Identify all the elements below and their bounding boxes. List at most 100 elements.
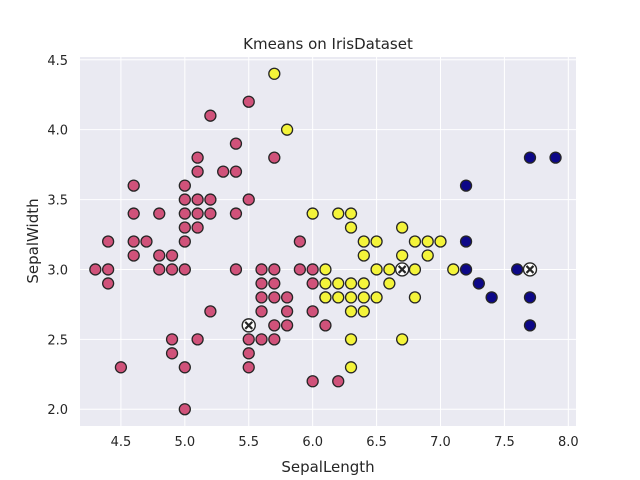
data-point-cluster-0 <box>89 263 102 276</box>
data-point-cluster-1 <box>332 291 345 304</box>
data-point-cluster-0 <box>280 305 294 318</box>
data-point-cluster-0 <box>306 305 319 318</box>
data-point-cluster-1 <box>395 221 409 234</box>
x-axis-label: SepalLength <box>281 458 374 476</box>
data-point-cluster-0 <box>242 361 255 374</box>
data-point-cluster-1 <box>357 235 370 248</box>
data-point-cluster-1 <box>357 249 370 262</box>
y-tick-label: 2.5 <box>47 333 68 348</box>
data-point-cluster-0 <box>204 109 217 122</box>
data-point-cluster-0 <box>242 333 255 346</box>
data-point-cluster-0 <box>101 277 115 290</box>
x-tick-label: 8.0 <box>558 435 579 450</box>
data-point-cluster-0 <box>242 95 255 108</box>
data-point-cluster-1 <box>370 263 383 276</box>
data-point-cluster-0 <box>306 375 319 388</box>
x-tick-label: 4.5 <box>111 435 132 450</box>
x-tick-label: 6.5 <box>366 435 387 450</box>
x-tick-label: 7.5 <box>494 435 515 450</box>
data-point-cluster-2 <box>523 291 537 304</box>
data-point-cluster-0 <box>178 179 191 192</box>
x-tick-labels: 4.5 5.0 5.5 6.0 6.5 7.0 7.5 8.0 <box>111 435 579 450</box>
data-point-cluster-0 <box>191 165 204 178</box>
data-point-cluster-0 <box>165 333 179 346</box>
data-point-cluster-0 <box>229 165 243 178</box>
data-point-cluster-0 <box>127 207 140 220</box>
centroids <box>241 262 538 333</box>
data-point-cluster-1 <box>408 291 422 304</box>
data-point-cluster-2 <box>459 179 473 192</box>
data-point-cluster-1 <box>421 249 434 262</box>
data-point-cluster-0 <box>101 263 115 276</box>
data-point-cluster-0 <box>306 263 319 276</box>
data-point-cluster-0 <box>268 277 281 290</box>
data-point-cluster-1 <box>344 277 358 290</box>
data-point-cluster-2 <box>459 235 473 248</box>
data-point-cluster-0 <box>268 333 281 346</box>
data-point-cluster-0 <box>268 319 281 332</box>
data-point-cluster-1 <box>434 235 447 248</box>
data-point-cluster-0 <box>178 403 191 416</box>
data-point-cluster-2 <box>523 151 537 164</box>
data-point-cluster-1 <box>319 263 332 276</box>
data-point-cluster-2 <box>523 319 537 332</box>
data-point-cluster-1 <box>344 333 358 346</box>
chart-title: Kmeans on IrisDataset <box>243 35 413 53</box>
centroid-marker <box>241 318 256 333</box>
data-point-cluster-0 <box>293 235 307 248</box>
data-point-cluster-1 <box>344 221 358 234</box>
data-point-cluster-0 <box>140 235 153 248</box>
data-point-cluster-0 <box>191 151 204 164</box>
data-point-cluster-1 <box>370 235 383 248</box>
data-point-cluster-1 <box>357 277 370 290</box>
x-tick-label: 6.0 <box>302 435 323 450</box>
data-point-cluster-1 <box>408 263 422 276</box>
data-point-cluster-1 <box>332 277 345 290</box>
data-point-cluster-0 <box>255 277 268 290</box>
data-point-cluster-0 <box>178 235 191 248</box>
data-point-cluster-0 <box>165 347 179 360</box>
data-point-cluster-0 <box>332 375 345 388</box>
data-point-cluster-0 <box>255 305 268 318</box>
y-tick-label: 3.5 <box>47 194 68 209</box>
data-points <box>89 67 562 416</box>
data-point-cluster-1 <box>306 207 319 220</box>
data-point-cluster-0 <box>178 263 191 276</box>
data-point-cluster-0 <box>101 235 115 248</box>
data-point-cluster-0 <box>268 151 281 164</box>
data-point-cluster-0 <box>255 333 268 346</box>
data-point-cluster-0 <box>165 263 179 276</box>
data-point-cluster-1 <box>383 263 396 276</box>
data-point-cluster-0 <box>153 249 166 262</box>
y-tick-label: 3.0 <box>47 263 68 278</box>
data-point-cluster-0 <box>319 319 332 332</box>
y-tick-label: 4.5 <box>47 54 68 69</box>
data-point-cluster-0 <box>127 235 140 248</box>
data-point-cluster-1 <box>408 235 422 248</box>
data-point-cluster-1 <box>280 123 294 136</box>
data-point-cluster-0 <box>178 361 191 374</box>
data-point-cluster-0 <box>178 221 191 234</box>
data-point-cluster-0 <box>255 291 268 304</box>
data-point-cluster-0 <box>191 333 204 346</box>
data-point-cluster-0 <box>114 361 128 374</box>
data-point-cluster-1 <box>344 361 358 374</box>
data-point-cluster-0 <box>204 207 217 220</box>
data-point-cluster-0 <box>165 249 179 262</box>
data-point-cluster-1 <box>268 67 281 80</box>
data-point-cluster-1 <box>344 305 358 318</box>
data-point-cluster-1 <box>357 291 370 304</box>
data-point-cluster-1 <box>395 249 409 262</box>
x-tick-label: 7.0 <box>430 435 451 450</box>
data-point-cluster-1 <box>319 277 332 290</box>
x-tick-label: 5.5 <box>238 435 259 450</box>
data-point-cluster-0 <box>127 249 140 262</box>
data-point-cluster-0 <box>255 263 268 276</box>
data-point-cluster-0 <box>229 263 243 276</box>
data-point-cluster-0 <box>191 207 204 220</box>
data-point-cluster-1 <box>344 207 358 220</box>
data-point-cluster-2 <box>511 263 524 276</box>
x-tick-label: 5.0 <box>174 435 195 450</box>
data-point-cluster-0 <box>204 305 217 318</box>
